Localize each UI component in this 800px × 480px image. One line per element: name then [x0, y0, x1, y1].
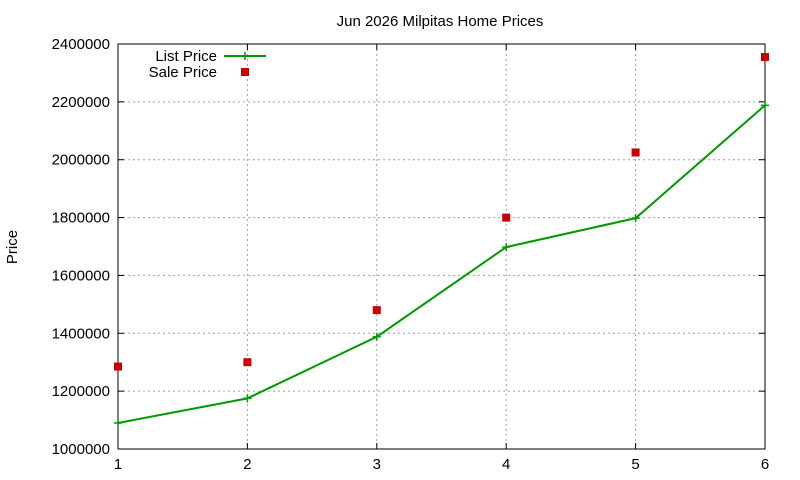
legend-label: Sale Price	[149, 64, 217, 81]
x-tick-label: 2	[243, 456, 251, 473]
sale-price-point	[114, 362, 122, 371]
sale-price-point	[502, 213, 511, 222]
series-1	[114, 53, 769, 371]
y-axis-label: Price	[4, 230, 21, 264]
chart-series	[114, 53, 769, 427]
y-tick-label: 2400000	[52, 36, 110, 53]
y-tick-label: 2200000	[52, 94, 110, 111]
plot-area-border	[117, 43, 766, 450]
list-price-point	[631, 214, 640, 223]
list-price-point	[502, 243, 511, 252]
series-0	[114, 101, 769, 427]
x-tick-label: 1	[114, 456, 122, 473]
axis-ticks: 1 2 3 4 5 6 1000000 1200000 1400000 1600000 180000…	[52, 36, 770, 473]
legend-label: List Price	[155, 48, 217, 65]
x-tick-label: 4	[502, 456, 510, 473]
series-line	[117, 104, 766, 424]
y-tick-label: 1600000	[52, 267, 110, 284]
sale-price-point	[372, 306, 381, 315]
legend-item: List Price	[155, 48, 266, 65]
sale-price-point	[761, 53, 769, 62]
chart-title: Jun 2026 Milpitas Home Prices	[337, 13, 544, 30]
y-tick-label: 1400000	[52, 325, 110, 342]
y-tick-label: 1200000	[52, 383, 110, 400]
x-tick-label: 3	[373, 456, 381, 473]
y-tick-label: 2000000	[52, 152, 110, 169]
y-tick-label: 1000000	[52, 441, 110, 458]
legend-item: Sale Price	[149, 64, 249, 81]
sale-price-point	[631, 148, 640, 157]
legend-marker	[241, 68, 249, 76]
y-tick-label: 1800000	[52, 210, 110, 227]
list-price-point	[243, 394, 252, 403]
legend-marker	[241, 52, 249, 60]
x-tick-label: 6	[761, 456, 769, 473]
list-price-point	[761, 101, 769, 110]
list-price-point	[372, 332, 381, 341]
sale-price-point	[243, 358, 252, 367]
list-price-point	[114, 418, 122, 427]
x-tick-label: 5	[631, 456, 639, 473]
